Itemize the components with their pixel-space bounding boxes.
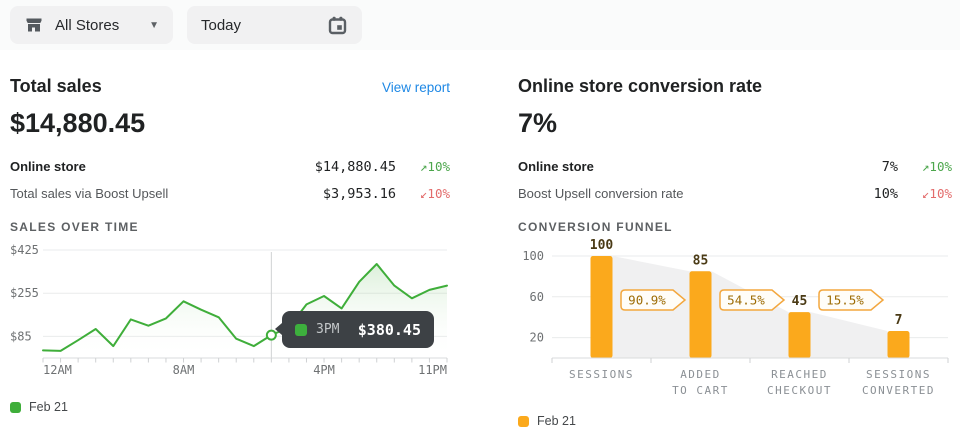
metric-row-online-store-conversion: Online store 7% ↗10%: [518, 153, 952, 180]
store-selector-button[interactable]: All Stores ▼: [10, 6, 173, 44]
view-report-link[interactable]: View report: [381, 80, 450, 95]
metric-row-boost-upsell-conversion: Boost Upsell conversion rate 10% ↙10%: [518, 180, 952, 207]
conversion-value: 7%: [518, 108, 558, 138]
svg-text:SESSIONS: SESSIONS: [569, 368, 634, 381]
metric-label: Total sales via Boost Upsell: [10, 186, 169, 201]
svg-text:45: 45: [792, 294, 808, 309]
svg-text:4PM: 4PM: [313, 363, 335, 377]
metric-delta-up: ↗10%: [921, 159, 952, 174]
chevron-down-icon: ▼: [149, 19, 159, 31]
svg-text:$425: $425: [10, 244, 39, 257]
topbar: All Stores ▼ Today: [0, 0, 960, 50]
svg-text:7: 7: [895, 313, 903, 328]
conversion-breakdown: Online store 7% ↗10% Boost Upsell conver…: [518, 153, 952, 207]
svg-text:60: 60: [530, 290, 544, 304]
total-sales-breakdown: Online store $14,880.45 ↗10% Total sales…: [10, 153, 450, 207]
metric-value: $14,880.45: [314, 158, 396, 175]
metric-row-boost-upsell-sales: Total sales via Boost Upsell $3,953.16 ↙…: [10, 180, 450, 207]
sales-legend-label: Feb 21: [29, 400, 68, 414]
svg-text:54.5%: 54.5%: [727, 293, 765, 308]
svg-text:11PM: 11PM: [418, 363, 447, 377]
svg-text:SESSIONS: SESSIONS: [866, 368, 931, 381]
conversion-rate-panel: Online store conversion rate 7% Online s…: [518, 50, 952, 428]
metric-row-online-store-sales: Online store $14,880.45 ↗10%: [10, 153, 450, 180]
store-icon: [26, 18, 42, 32]
svg-text:ADDED: ADDED: [680, 368, 721, 381]
svg-text:CHECKOUT: CHECKOUT: [767, 384, 832, 397]
svg-text:100: 100: [522, 249, 544, 263]
date-selector-button[interactable]: Today: [187, 6, 362, 44]
svg-text:REACHED: REACHED: [771, 368, 828, 381]
metric-value: 7%: [881, 158, 898, 175]
metric-delta-down: ↙10%: [921, 186, 952, 201]
funnel-legend: Feb 21: [518, 414, 952, 428]
metric-value: $3,953.16: [322, 185, 396, 202]
svg-text:85: 85: [693, 253, 709, 268]
svg-text:CONVERTED: CONVERTED: [862, 384, 935, 397]
funnel-legend-label: Feb 21: [537, 414, 576, 428]
metric-delta-up: ↗10%: [419, 159, 450, 174]
store-selector-label: All Stores: [55, 16, 120, 34]
conversion-funnel-heading: CONVERSION FUNNEL: [518, 220, 673, 234]
sales-legend: Feb 21: [10, 400, 450, 414]
calendar-icon: [328, 16, 347, 34]
sales-chart-area: $425 $255 $85 12AM 8AM 4PM 11PM 3PM $380.45: [10, 244, 450, 380]
svg-text:TO CART: TO CART: [672, 384, 729, 397]
svg-text:90.9%: 90.9%: [628, 293, 666, 308]
tooltip-value: $380.45: [357, 320, 421, 339]
total-sales-value: $14,880.45: [10, 108, 146, 138]
funnel-chart-area: 100 60 20 100 85 45 7 90.9% 54.5% 15.5% SESSIONS AD…: [518, 238, 952, 406]
conversion-funnel-chart[interactable]: 100 60 20 100 85 45 7 90.9% 54.5% 15.5% SESSIONS AD…: [518, 238, 952, 406]
tooltip-time: 3PM: [316, 322, 340, 337]
svg-text:$255: $255: [10, 286, 39, 300]
funnel-legend-swatch: [518, 415, 529, 427]
metric-delta-down: ↙10%: [419, 186, 450, 201]
total-sales-panel: Total sales View report $14,880.45 Onlin…: [10, 50, 450, 414]
svg-text:15.5%: 15.5%: [826, 293, 864, 308]
svg-text:$85: $85: [10, 329, 32, 343]
sales-over-time-heading: SALES OVER TIME: [10, 220, 139, 234]
svg-text:12AM: 12AM: [43, 363, 72, 377]
svg-text:100: 100: [590, 238, 614, 253]
svg-text:8AM: 8AM: [173, 363, 195, 377]
svg-text:20: 20: [530, 331, 544, 345]
metric-label: Boost Upsell conversion rate: [518, 186, 684, 201]
chart-tooltip: 3PM $380.45: [275, 311, 434, 348]
sales-legend-swatch: [10, 401, 21, 413]
metric-label: Online store: [518, 159, 594, 174]
conversion-title: Online store conversion rate: [518, 76, 763, 96]
total-sales-title: Total sales: [10, 76, 102, 96]
date-selector-label: Today: [201, 16, 242, 34]
metric-label: Online store: [10, 159, 86, 174]
metric-value: 10%: [873, 185, 898, 202]
tooltip-series-swatch: [295, 323, 307, 336]
